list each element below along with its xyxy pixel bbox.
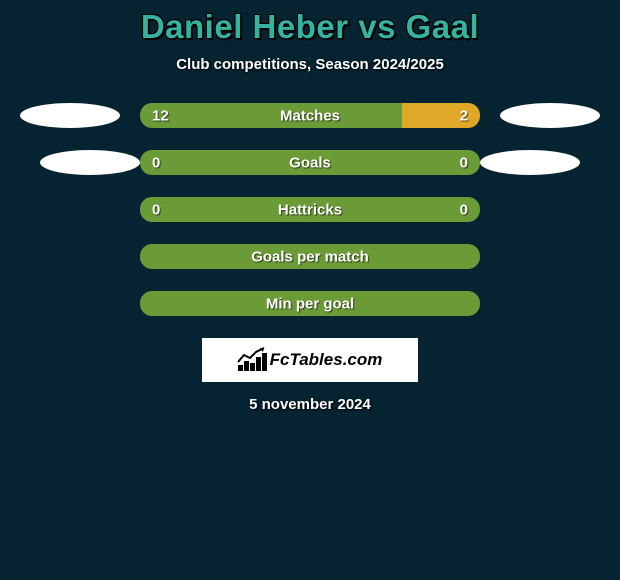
spacer: [20, 244, 120, 269]
stat-bar: Min per goal: [140, 291, 480, 316]
stat-bar: Goals0 0: [140, 150, 480, 175]
page-title: Daniel Heber vs Gaal: [0, 8, 620, 46]
stat-row: Goals0 0: [0, 150, 620, 175]
stat-value-right: 0: [460, 201, 468, 218]
stat-row: Goals per match: [0, 244, 620, 269]
stat-label: Matches: [140, 107, 480, 124]
logo-chart-icon: [238, 349, 266, 371]
stat-rows: Matches122Goals00Hattricks00Goals per ma…: [0, 103, 620, 316]
stat-row: Matches12 2: [0, 103, 620, 128]
stat-row: Min per goal: [0, 291, 620, 316]
stat-value-right: 0: [460, 154, 468, 171]
subtitle: Club competitions, Season 2024/2025: [0, 56, 620, 73]
spacer: [500, 291, 600, 316]
stat-label: Goals per match: [140, 248, 480, 265]
stat-bar: Goals per match: [140, 244, 480, 269]
stat-bar: Hattricks0 0: [140, 197, 480, 222]
stat-value-right: 2: [460, 107, 468, 124]
player-left-marker: [40, 150, 140, 175]
player-right-marker: [480, 150, 580, 175]
stat-value-left: 0: [152, 201, 160, 218]
logo: FcTables.com: [238, 349, 383, 371]
spacer: [500, 244, 600, 269]
stat-value-left: 0: [152, 154, 160, 171]
logo-text: FcTables.com: [270, 350, 383, 370]
spacer: [20, 291, 120, 316]
spacer: [20, 197, 120, 222]
stat-row: Hattricks0 0: [0, 197, 620, 222]
stat-bar: Matches12 2: [140, 103, 480, 128]
player-left-marker: [20, 103, 120, 128]
stat-label: Min per goal: [140, 295, 480, 312]
spacer: [500, 197, 600, 222]
comparison-infographic: Daniel Heber vs Gaal Club competitions, …: [0, 0, 620, 413]
stat-label: Goals: [140, 154, 480, 171]
stat-value-left: 12: [152, 107, 169, 124]
logo-box: FcTables.com: [202, 338, 418, 382]
stat-label: Hattricks: [140, 201, 480, 218]
date-label: 5 november 2024: [0, 396, 620, 413]
player-right-marker: [500, 103, 600, 128]
